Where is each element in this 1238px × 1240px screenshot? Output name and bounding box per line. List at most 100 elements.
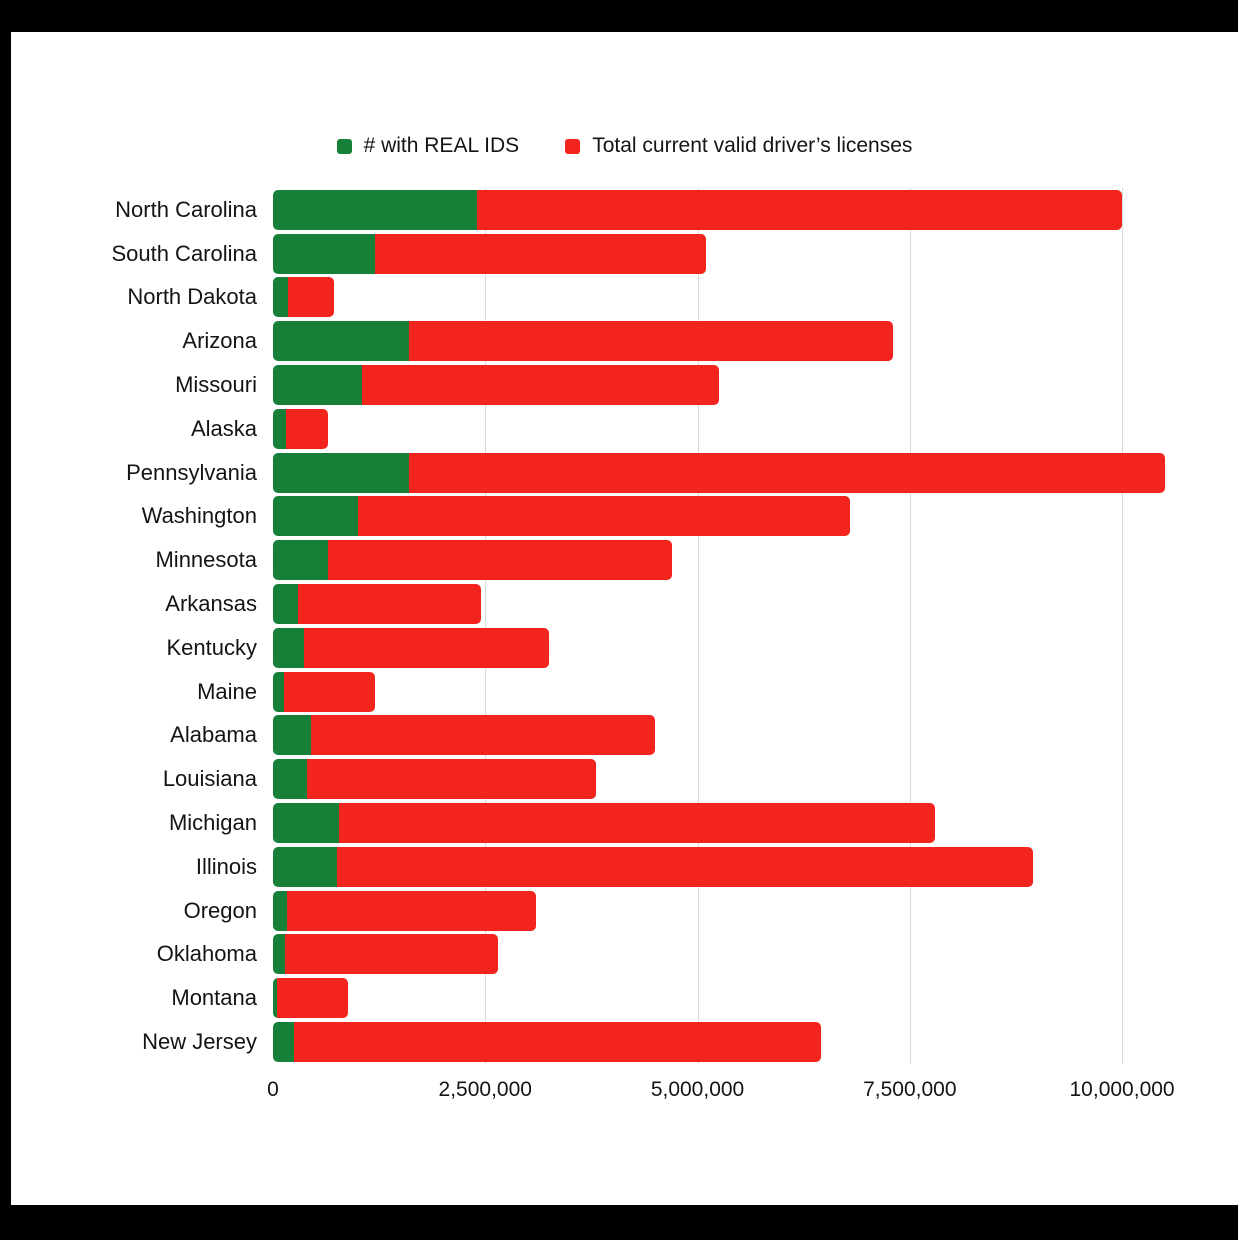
bar-row: Minnesota [11,538,1190,582]
real-ids-segment [273,671,285,712]
bar-track [273,715,1190,756]
chart-canvas: # with REAL IDS Total current valid drive… [11,32,1238,1205]
real-ids-segment [273,189,477,230]
stacked-bar [273,496,851,537]
category-label: Oklahoma [156,941,257,967]
legend-item: # with REAL IDS [336,134,520,158]
bar-row: North Carolina [11,188,1190,232]
stacked-bar [273,846,1033,887]
bar-track [273,452,1190,493]
stacked-bar [273,759,596,800]
legend-label: # with REAL IDS [363,134,520,157]
stacked-bar [273,715,656,756]
total-licenses-segment [306,759,596,800]
category-label: Oregon [183,897,257,923]
stacked-bar [273,540,673,581]
bar-row: Kentucky [11,626,1190,670]
real-ids-segment [273,496,358,537]
bar-track [273,277,1190,318]
category-label: North Carolina [115,196,257,222]
stacked-bar [273,452,1165,493]
real-ids-segment [273,408,286,449]
bar-row: Alabama [11,714,1190,758]
x-tick-label: 7,500,000 [863,1078,957,1101]
bar-track [273,803,1190,844]
category-label: Missouri [175,372,257,398]
total-licenses-segment [357,496,851,537]
gridline [485,188,487,1064]
total-licenses-segment [284,671,375,712]
bar-track [273,934,1190,975]
total-licenses-segment [286,890,537,931]
category-label: North Dakota [127,284,257,310]
total-licenses-segment [408,452,1165,493]
stacked-bar [273,890,537,931]
legend-item: Total current valid driver’s licenses [565,134,912,158]
bar-row: Pennsylvania [11,451,1190,495]
category-label: South Carolina [111,240,257,266]
stacked-bar [273,365,719,406]
gridline [909,188,911,1064]
real-ids-segment [273,233,375,274]
bar-track [273,540,1190,581]
bar-track [273,890,1190,931]
bar-row: Arizona [11,319,1190,363]
real-ids-segment [273,803,340,844]
total-licenses-segment [362,365,719,406]
x-tick-label: 0 [267,1078,279,1101]
bar-track [273,584,1190,625]
bar-row: Maine [11,670,1190,714]
real-ids-segment [273,321,409,362]
stacked-bar [273,671,375,712]
category-label: Illinois [195,853,257,879]
bar-track [273,846,1190,887]
total-licenses-segment [311,715,656,756]
stacked-bar [273,189,1123,230]
real-ids-segment [273,934,285,975]
real-ids-segment [273,890,287,931]
bar-row: Michigan [11,801,1190,845]
stacked-bar [273,627,549,668]
bar-row: Alaska [11,407,1190,451]
bar-chart: North Carolina South Carolina North Dakota… [11,188,1190,1064]
total-licenses-segment [303,627,549,668]
total-licenses-segment [476,189,1123,230]
category-label: Montana [171,985,257,1011]
bar-row: Oklahoma [11,933,1190,977]
bar-track [273,365,1190,406]
bar-track [273,233,1190,274]
category-label: Alaska [190,415,257,441]
x-tick-label: 10,000,000 [1069,1078,1175,1101]
legend-swatch-icon [565,138,581,154]
chart-legend: # with REAL IDS Total current valid drive… [11,134,1238,158]
stacked-bar [273,803,936,844]
total-licenses-segment [298,584,482,625]
bar-row: Montana [11,976,1190,1020]
bar-row: New Jersey [11,1020,1190,1064]
category-label: Kentucky [166,634,258,660]
total-licenses-segment [339,803,936,844]
bar-row: Washington [11,495,1190,539]
category-label: Louisiana [162,766,257,792]
real-ids-segment [273,627,304,668]
real-ids-segment [273,715,312,756]
category-label: New Jersey [142,1029,257,1055]
bar-row: North Dakota [11,276,1190,320]
bar-row: Missouri [11,363,1190,407]
category-label: Michigan [168,810,257,836]
category-label: Arkansas [165,591,257,617]
stacked-bar [273,321,893,362]
category-label: Pennsylvania [126,459,257,485]
plot-gridlines [273,188,1190,1064]
real-ids-segment [273,759,307,800]
real-ids-segment [273,1022,295,1063]
legend-label: Total current valid driver’s licenses [592,134,913,157]
bar-track [273,496,1190,537]
total-licenses-segment [284,934,498,975]
total-licenses-segment [374,233,707,274]
stacked-bar [273,277,335,318]
total-licenses-segment [336,846,1033,887]
legend-swatch-icon [336,138,352,154]
category-label: Arizona [182,328,257,354]
bar-row: Oregon [11,889,1190,933]
